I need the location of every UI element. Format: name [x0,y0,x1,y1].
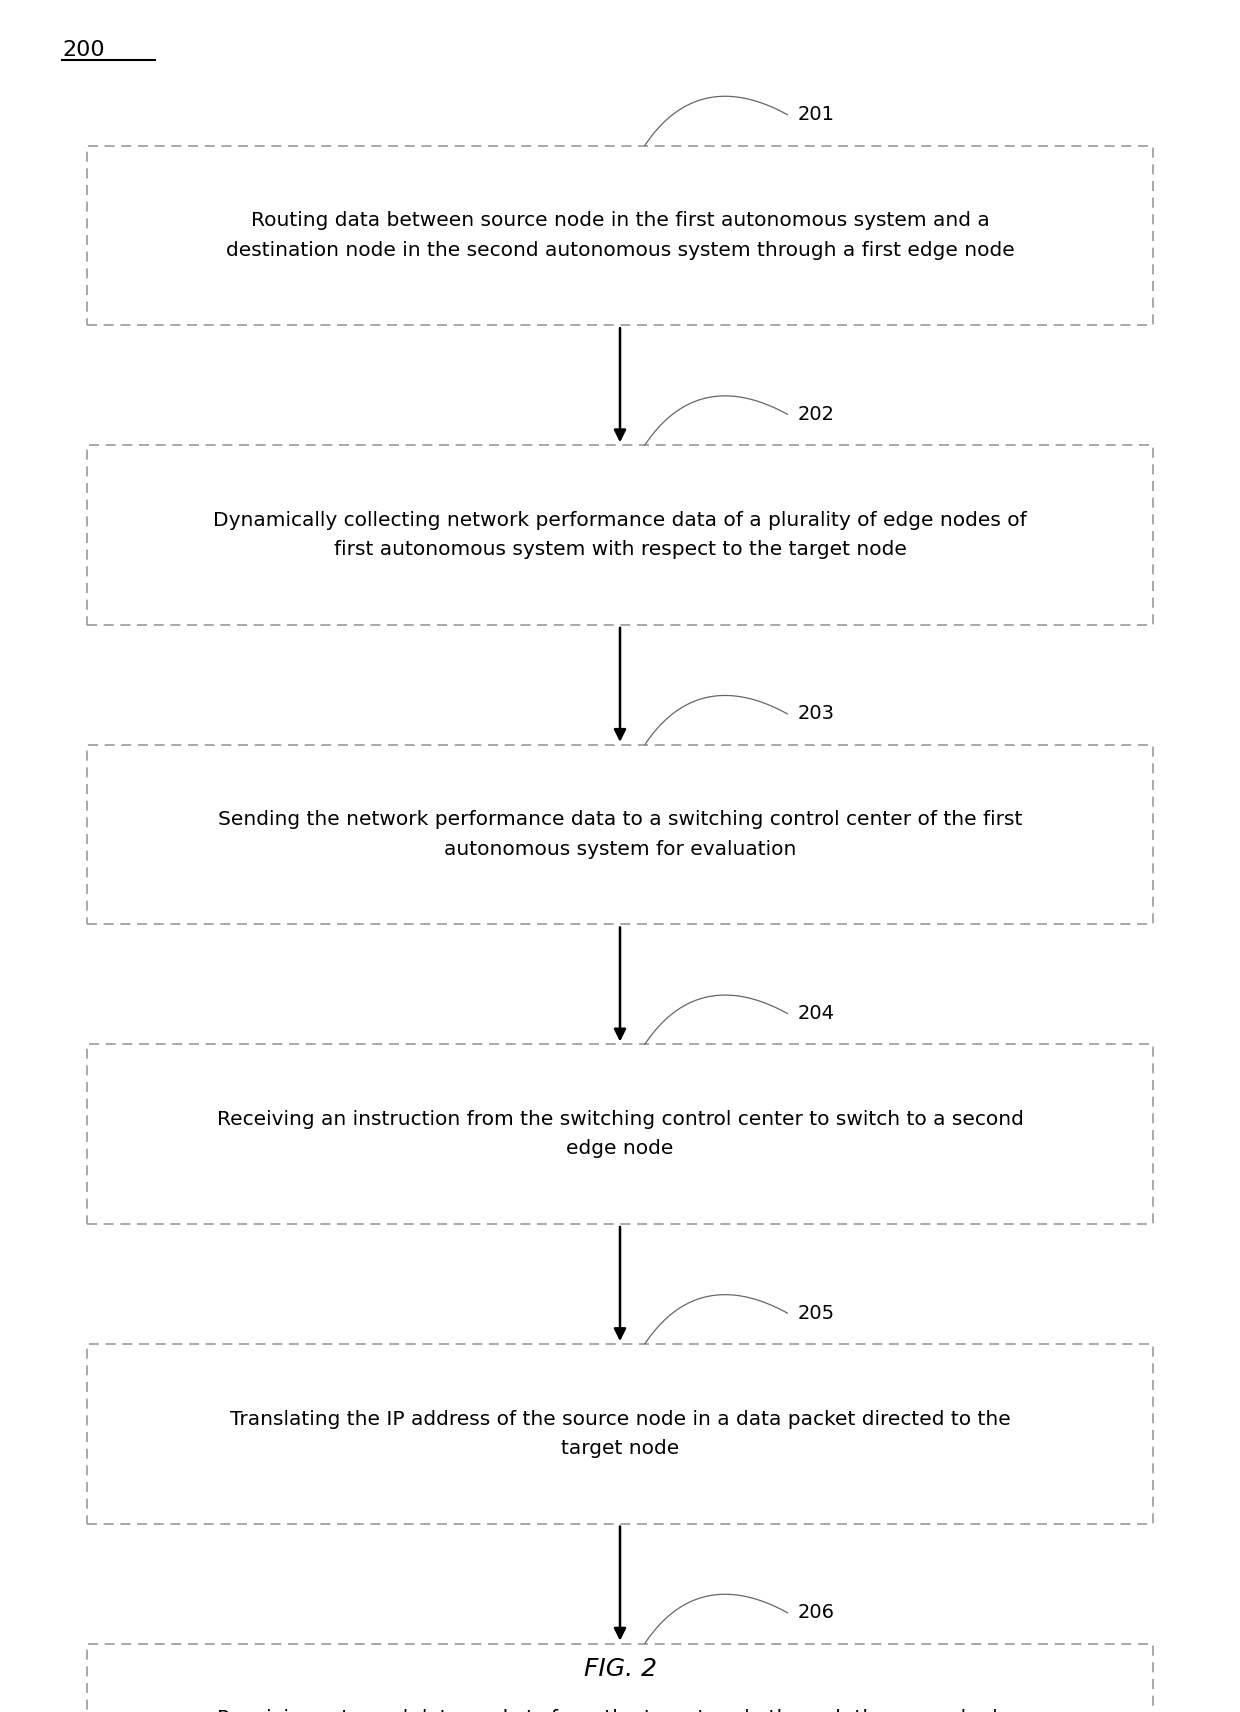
FancyBboxPatch shape [87,445,1153,625]
Text: 202: 202 [797,404,835,425]
Text: 201: 201 [797,104,835,125]
Text: 205: 205 [797,1303,835,1323]
Text: Dynamically collecting network performance data of a plurality of edge nodes of
: Dynamically collecting network performan… [213,510,1027,560]
Text: 204: 204 [797,1003,835,1024]
Text: Sending the network performance data to a switching control center of the first
: Sending the network performance data to … [218,810,1022,859]
Text: Receiving an instruction from the switching control center to switch to a second: Receiving an instruction from the switch… [217,1109,1023,1159]
FancyBboxPatch shape [87,146,1153,325]
Text: 200: 200 [62,39,104,60]
FancyBboxPatch shape [87,1644,1153,1712]
FancyBboxPatch shape [87,745,1153,924]
FancyBboxPatch shape [87,1044,1153,1224]
Text: Translating the IP address of the source node in a data packet directed to the
t: Translating the IP address of the source… [229,1409,1011,1459]
Text: FIG. 2: FIG. 2 [584,1657,656,1681]
Text: Receiving returned data packets from the target node through the second edge
nod: Receiving returned data packets from the… [217,1709,1023,1712]
Text: Routing data between source node in the first autonomous system and a
destinatio: Routing data between source node in the … [226,211,1014,260]
FancyBboxPatch shape [87,1344,1153,1524]
Text: 203: 203 [797,704,835,724]
Text: 206: 206 [797,1602,835,1623]
